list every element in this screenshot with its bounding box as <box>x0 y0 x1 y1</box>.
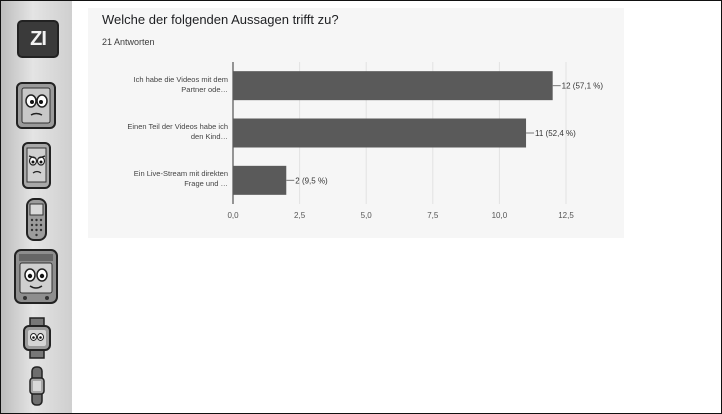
category-label-line: Einen Teil der Videos habe ich <box>127 122 228 131</box>
x-tick-label: 12,5 <box>558 211 574 220</box>
bar <box>233 165 287 195</box>
category-label: Einen Teil der Videos habe ich den Kind… <box>78 122 228 142</box>
fitness-band-icon <box>29 366 45 406</box>
x-tick-label: 5,0 <box>361 211 373 220</box>
tablet-face-icon <box>16 82 56 129</box>
response-count: 21 Antworten <box>102 37 155 47</box>
handheld-console-icon <box>14 249 58 304</box>
category-label: Ein Live-Stream mit direkten Frage und … <box>78 169 228 189</box>
x-tick-label: 7,5 <box>427 211 439 220</box>
data-label: 2 (9,5 %) <box>295 176 328 185</box>
x-tick-label: 10,0 <box>492 211 508 220</box>
bar <box>233 118 527 148</box>
data-label: 12 (57,1 %) <box>562 82 604 91</box>
keypad-phone-icon <box>26 198 47 241</box>
category-label-line: den Kind… <box>190 132 228 141</box>
category-label-line: Ich habe die Videos mit dem <box>133 74 228 84</box>
category-label-line: Partner ode… <box>181 84 228 94</box>
bar <box>233 71 553 101</box>
question-title: Welche der folgenden Aussagen trifft zu? <box>102 12 339 27</box>
logo: ZI <box>17 20 59 58</box>
phone-face-icon <box>22 142 51 189</box>
sidebar: ZI <box>1 1 72 413</box>
data-label: 11 (52,4 %) <box>535 129 576 138</box>
smartwatch-icon <box>23 317 51 359</box>
x-tick-label: 0,0 <box>227 211 239 220</box>
category-label-line: Ein Live-Stream mit direkten <box>133 169 228 179</box>
category-label: Ich habe die Videos mit dem Partner ode… <box>78 75 228 95</box>
category-label-line: Frage und … <box>184 179 228 189</box>
x-tick-label: 2,5 <box>294 211 306 220</box>
